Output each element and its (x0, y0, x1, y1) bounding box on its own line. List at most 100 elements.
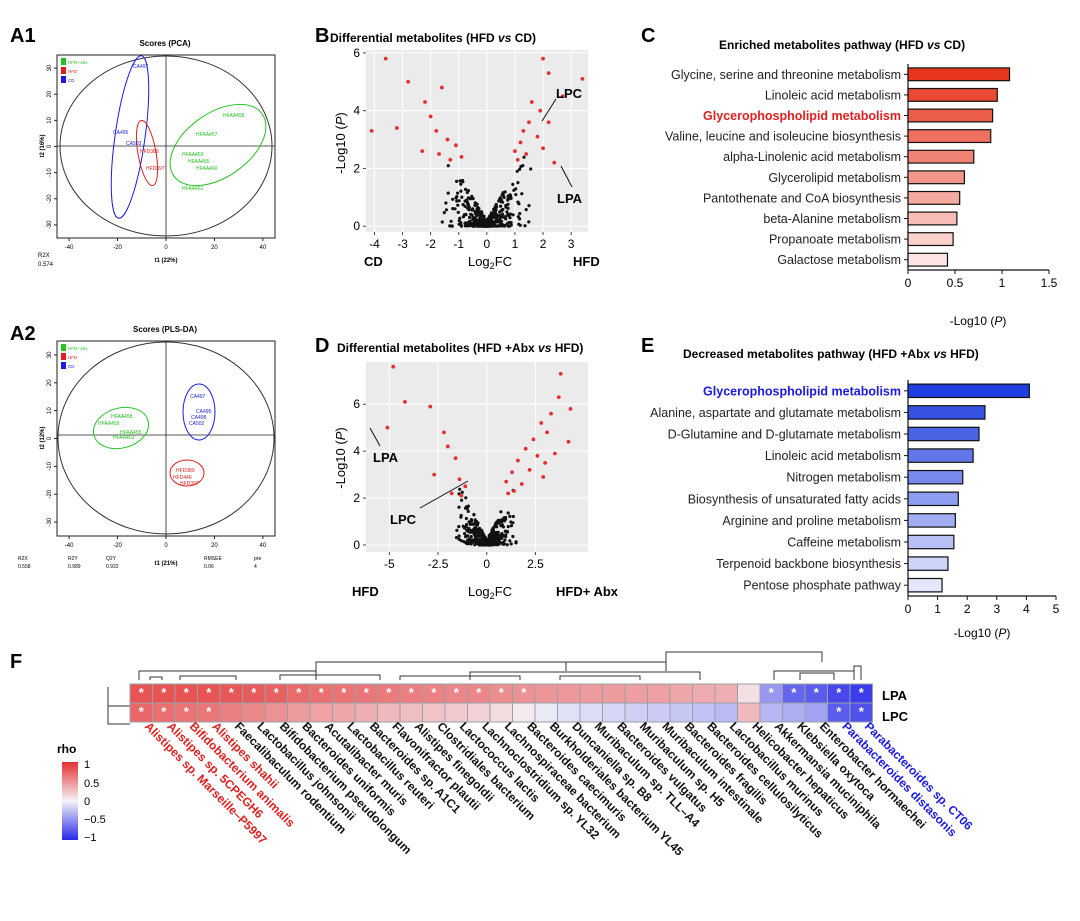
vd-nonsig-point (469, 535, 473, 539)
vd-sig-point (463, 484, 468, 489)
vb-x-tick-label: -3 (397, 237, 408, 251)
heatmap-sig-mark: * (274, 685, 280, 700)
vd-nonsig-point (490, 533, 494, 537)
heatmap-cell (579, 702, 603, 723)
vb-nonsig-point (517, 202, 521, 206)
legend-swatch (61, 353, 66, 360)
vb-nonsig-point (501, 223, 505, 227)
heatmap-legend-tick: −1 (84, 832, 97, 844)
panel-label-c: C (641, 25, 655, 47)
vb-nonsig-point (509, 223, 513, 227)
vd-nonsig-point (490, 541, 494, 545)
pca-point-label: HFAA461 (182, 186, 204, 192)
bar-c-x-tick-label: 1 (999, 276, 1006, 290)
pca-x-tick-label: 40 (260, 245, 267, 251)
volcano-d-lpc-label: LPC (390, 512, 417, 527)
vb-sig-point (406, 79, 411, 84)
plsda-stat-name: R2X (18, 556, 28, 562)
vb-sig-point (538, 108, 543, 113)
vb-nonsig-point (518, 212, 522, 216)
vb-nonsig-point (493, 212, 497, 216)
plsda-score-plot: Scores (PLS-DA) CA497 CA495 CA498 CA502 … (18, 325, 276, 570)
vb-nonsig-point (456, 203, 460, 207)
bar-c-category-label: Valine, leucine and isoleucine biosynthe… (665, 130, 901, 144)
heatmap-cell (804, 702, 828, 723)
plsda-stat-value: 4 (254, 564, 257, 570)
bar-e-x-tick-label: 4 (1023, 602, 1030, 616)
panel-label-a1: A1 (10, 25, 36, 47)
pca-point-label: HFAA457 (196, 132, 218, 138)
heatmap-cell (714, 702, 738, 723)
vb-sig-point (524, 152, 529, 156)
bar-c-x-tick-label: 0.5 (947, 276, 964, 290)
panel-label-d: D (315, 335, 329, 357)
heatmap-f: * * * * * * * * * * * * * * * * * * * * * * ** * * * * * LPA LPC Al… (57, 651, 976, 859)
pca-point-label: CA497 (133, 64, 149, 70)
panel-label-e: E (641, 335, 654, 357)
volcano-d: Differential metabolites (HFD +Abx vs HF… (333, 341, 619, 601)
vb-nonsig-point (492, 207, 496, 212)
vd-nonsig-point (454, 536, 459, 540)
vb-nonsig-point (490, 215, 495, 219)
vb-nonsig-point (523, 224, 527, 228)
vd-nonsig-point (466, 509, 470, 513)
plsda-x-tick-label: 20 (211, 543, 218, 549)
vb-nonsig-point (501, 191, 505, 195)
vd-sig-point (504, 479, 509, 484)
vb-sig-point (383, 56, 388, 61)
vb-nonsig-point (479, 221, 483, 225)
bar-e-category-label: Arginine and proline metabolism (722, 514, 901, 528)
vd-nonsig-point (460, 490, 464, 494)
vb-nonsig-point (460, 178, 465, 183)
vd-nonsig-point (500, 523, 504, 527)
vd-sig-point (566, 439, 571, 444)
vb-nonsig-point (455, 195, 459, 199)
vb-nonsig-point (522, 155, 526, 159)
plsda-title: Scores (PLS-DA) (133, 325, 197, 334)
heatmap-cell (624, 683, 648, 704)
heatmap-color-legend: rho 1 0.5 0 −0.5 −1 (57, 742, 106, 844)
heatmap-sig-mark: * (184, 704, 190, 719)
vd-y-tick-label: 6 (353, 397, 360, 411)
vb-nonsig-point (468, 197, 473, 201)
vb-nonsig-point (486, 219, 491, 223)
vb-nonsig-point (451, 197, 455, 201)
vd-nonsig-point (462, 540, 466, 544)
vd-sig-point (556, 395, 561, 400)
heatmap-legend-tick: 0 (84, 796, 90, 808)
vb-nonsig-point (448, 224, 452, 228)
vb-nonsig-point (511, 213, 515, 217)
vd-sig-point (552, 451, 557, 456)
volcano-b-lpc-pointer (541, 98, 557, 122)
vb-nonsig-point (520, 192, 524, 196)
vb-nonsig-point (451, 207, 455, 211)
bar-c-bar (907, 190, 961, 205)
heatmap-cell (467, 702, 491, 723)
vd-nonsig-point (511, 521, 515, 525)
vb-nonsig-point (442, 211, 446, 215)
vb-nonsig-point (498, 197, 502, 201)
vb-sig-point (369, 128, 374, 133)
vb-nonsig-point (455, 199, 459, 203)
vb-nonsig-point (474, 224, 478, 228)
vd-x-tick-label: 2.5 (527, 557, 544, 571)
plsda-stat-value: 0.558 (18, 564, 31, 570)
vd-nonsig-point (457, 537, 461, 542)
vb-nonsig-point (527, 204, 531, 208)
vd-nonsig-point (469, 538, 474, 542)
pca-y-tick-label: -30 (47, 220, 53, 229)
bar-c-category-label: Propanoate metabolism (769, 233, 901, 247)
heatmap-cell (332, 702, 356, 723)
heatmap-sig-mark: * (499, 685, 505, 700)
vb-nonsig-point (482, 222, 486, 226)
vb-nonsig-point (512, 188, 516, 192)
heatmap-sig-mark: * (229, 685, 235, 700)
vd-nonsig-point (494, 540, 498, 544)
vb-sig-point (513, 149, 517, 154)
vd-sig-point (506, 491, 511, 496)
vd-nonsig-point (457, 534, 461, 538)
vb-sig-point (428, 114, 433, 119)
vb-nonsig-point (511, 182, 515, 186)
panel-label-f: F (10, 651, 22, 673)
vd-nonsig-point (494, 535, 498, 539)
